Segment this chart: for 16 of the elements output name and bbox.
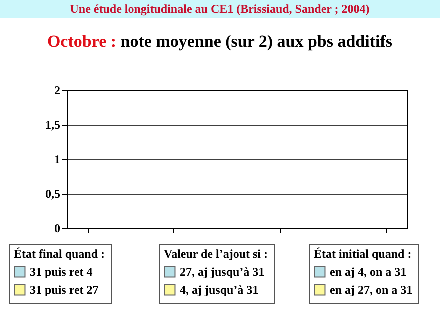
y-tick-label: 1	[54, 152, 60, 166]
text: État final quand :	[14, 247, 106, 261]
text: Valeur de l’ajout si :	[164, 247, 268, 261]
legend-label: 31 puis ret 27	[30, 283, 99, 297]
y-tick-label: 0	[54, 222, 60, 236]
legend-label: 27, aj jusqu’à 31	[180, 265, 265, 279]
chart-title: Octobre : note moyenne (sur 2) aux pbs additifs	[46, 32, 394, 53]
y-tick-label: 1,5	[46, 118, 60, 132]
legend-label: 4, aj jusqu’à 31	[180, 283, 259, 297]
y-tick-label: 2	[54, 84, 60, 98]
text: État initial quand :	[314, 247, 412, 261]
legend-label: 31 puis ret 4	[30, 265, 93, 279]
y-tick-label: 0,5	[46, 187, 60, 201]
legend-label: en aj 4, on a 31	[330, 265, 407, 279]
text: Une étude longitudinale au CE1 (Brissiaud, Sander ; 2004)	[0, 0, 440, 18]
legend-label: en aj 27, on a 31	[330, 283, 413, 297]
